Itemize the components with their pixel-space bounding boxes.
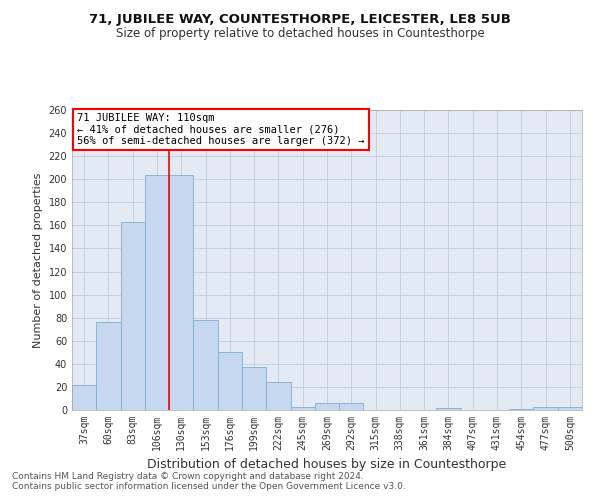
Bar bbox=[533, 406, 558, 410]
Bar bbox=[193, 320, 218, 410]
Text: Size of property relative to detached houses in Countesthorpe: Size of property relative to detached ho… bbox=[116, 28, 484, 40]
Y-axis label: Number of detached properties: Number of detached properties bbox=[33, 172, 43, 348]
Bar bbox=[121, 222, 145, 410]
Bar bbox=[169, 174, 193, 410]
Bar bbox=[290, 406, 315, 410]
Bar bbox=[339, 403, 364, 410]
Bar bbox=[509, 409, 533, 410]
Text: Contains HM Land Registry data © Crown copyright and database right 2024.: Contains HM Land Registry data © Crown c… bbox=[12, 472, 364, 481]
Bar bbox=[72, 384, 96, 410]
Bar bbox=[242, 368, 266, 410]
Bar bbox=[218, 352, 242, 410]
Bar bbox=[266, 382, 290, 410]
Bar bbox=[145, 174, 169, 410]
Bar bbox=[436, 408, 461, 410]
X-axis label: Distribution of detached houses by size in Countesthorpe: Distribution of detached houses by size … bbox=[148, 458, 506, 471]
Bar bbox=[96, 322, 121, 410]
Text: Contains public sector information licensed under the Open Government Licence v3: Contains public sector information licen… bbox=[12, 482, 406, 491]
Bar bbox=[315, 403, 339, 410]
Text: 71, JUBILEE WAY, COUNTESTHORPE, LEICESTER, LE8 5UB: 71, JUBILEE WAY, COUNTESTHORPE, LEICESTE… bbox=[89, 12, 511, 26]
Text: 71 JUBILEE WAY: 110sqm
← 41% of detached houses are smaller (276)
56% of semi-de: 71 JUBILEE WAY: 110sqm ← 41% of detached… bbox=[77, 113, 365, 146]
Bar bbox=[558, 406, 582, 410]
